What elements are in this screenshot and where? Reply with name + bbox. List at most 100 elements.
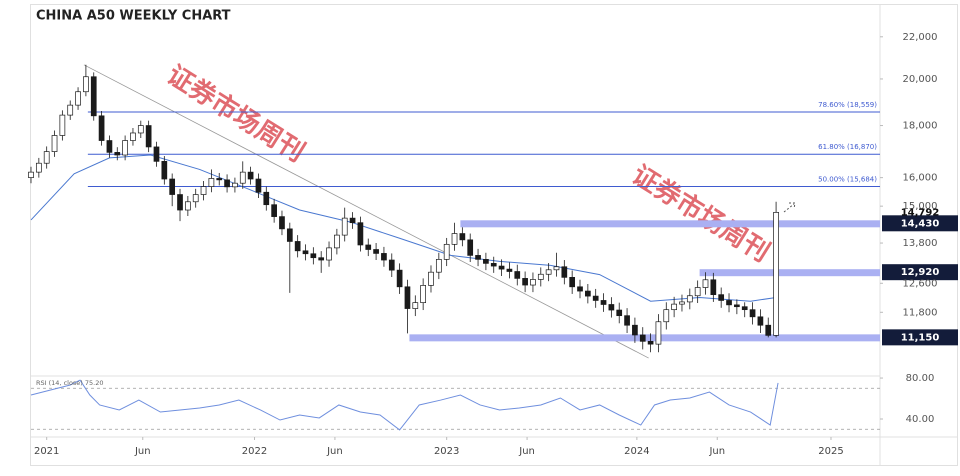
candle-body <box>498 265 505 270</box>
candle-body <box>514 271 521 279</box>
candle-body <box>185 201 191 211</box>
price-tag <box>882 264 958 281</box>
candle-body <box>483 259 489 264</box>
candle-body <box>271 204 277 217</box>
last-price: 14,792 <box>901 207 940 218</box>
rsi-tick-label: 80.00 <box>906 373 935 384</box>
y-tick-label: 20,000 <box>903 74 938 85</box>
candle-body <box>35 162 42 173</box>
x-tick-label: 2025 <box>818 446 843 457</box>
chart-title: CHINA A50 WEEKLY CHART <box>36 9 231 24</box>
rsi-line <box>30 379 779 431</box>
candle-body <box>216 178 223 181</box>
candle-body <box>294 241 301 252</box>
candle-body <box>420 285 426 304</box>
price-tag-label: 12,920 <box>901 267 940 278</box>
candle-body <box>90 76 97 117</box>
candle-body <box>537 273 544 280</box>
y-tick-label: 16,000 <box>903 173 938 184</box>
candle-body <box>632 324 638 336</box>
candle-body <box>145 125 152 148</box>
candle-body <box>459 233 466 241</box>
zone <box>699 269 880 277</box>
candle-body <box>43 151 50 164</box>
candle-body <box>435 259 442 273</box>
price-tag <box>882 215 958 232</box>
candle-body <box>561 266 568 278</box>
y-tick-label: 13,800 <box>903 238 938 249</box>
candle-body <box>28 171 34 178</box>
candle-body <box>341 217 348 236</box>
candle-body <box>545 269 552 275</box>
candle-body <box>169 178 176 195</box>
candle-body <box>232 182 238 188</box>
fib-label: 50.00% (15,684) <box>818 175 877 183</box>
candle-body <box>443 243 450 260</box>
y-tick-label: 18,000 <box>903 121 938 132</box>
candle-body <box>357 222 364 246</box>
candle-body <box>192 194 199 203</box>
price-tag <box>882 329 958 346</box>
candle-body <box>749 309 756 318</box>
candle-body <box>694 287 701 297</box>
candle-body <box>734 304 740 308</box>
moving-average <box>30 154 777 302</box>
candle-body <box>153 146 160 162</box>
trendline <box>83 64 649 359</box>
candle-body <box>224 179 230 188</box>
price-tag-label: 14,430 <box>901 218 940 229</box>
candle-body <box>655 321 662 345</box>
candle-body <box>114 152 121 156</box>
candle-body <box>506 268 513 272</box>
y-tick-label: 15,000 <box>903 201 938 212</box>
candle-body <box>75 91 81 106</box>
x-tick-label: Jun <box>518 446 535 457</box>
candle-body <box>247 171 254 180</box>
candle-body <box>239 171 246 184</box>
y-tick-label: 11,800 <box>903 307 938 318</box>
candle-body <box>318 257 325 261</box>
candle-body <box>624 315 630 326</box>
candle-body <box>647 340 654 345</box>
price-tag-label: 11,150 <box>901 332 940 343</box>
watermark: 证券市场周刊 <box>626 159 775 268</box>
candle-body <box>349 217 356 224</box>
candle-body <box>710 279 717 296</box>
candle-body <box>757 316 764 326</box>
candle-body <box>718 294 725 301</box>
candle-body <box>592 295 599 301</box>
candle-body <box>428 271 434 286</box>
y-tick-label: 22,000 <box>903 32 938 43</box>
candle-body <box>51 135 58 152</box>
candle-body <box>177 194 183 211</box>
candle-body <box>373 249 379 254</box>
candle-body <box>137 125 144 134</box>
candle-body <box>679 301 685 305</box>
candle-body <box>530 279 536 286</box>
candle-body <box>106 140 113 153</box>
candle-body <box>686 295 693 303</box>
candle-body <box>490 263 497 267</box>
candle-body <box>412 302 419 309</box>
projection-arrow <box>783 202 796 213</box>
candle-body <box>608 304 615 311</box>
candle-body <box>381 253 387 261</box>
x-tick-label: 2023 <box>434 446 459 457</box>
candle-body <box>522 278 528 286</box>
candle-body <box>475 255 481 260</box>
candle-body <box>388 259 395 271</box>
candle-body <box>577 286 583 292</box>
candle-body <box>600 300 607 305</box>
candle-body <box>59 114 66 136</box>
candle-body <box>98 115 105 141</box>
x-tick-label: Jun <box>326 446 343 457</box>
candle-body <box>130 132 136 141</box>
watermark: 证券市场周刊 <box>161 59 310 168</box>
candle-body <box>263 191 270 206</box>
rsi-tick-label: 40.00 <box>906 414 935 425</box>
candle-body <box>302 250 309 255</box>
candle-body <box>396 269 403 288</box>
candle-body <box>310 253 317 259</box>
